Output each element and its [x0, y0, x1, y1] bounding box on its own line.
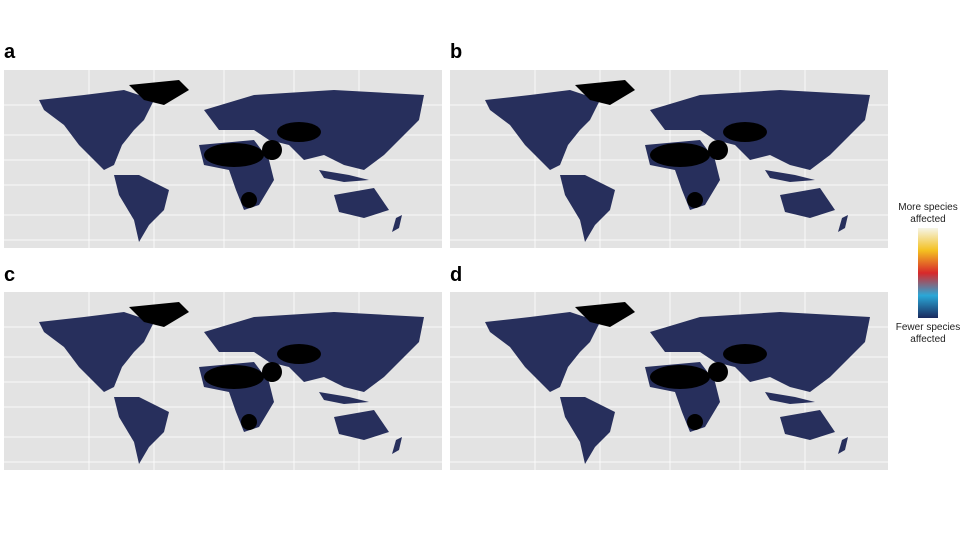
panel-label: b — [450, 41, 462, 63]
map-d — [450, 292, 888, 470]
panel-label: d — [450, 264, 462, 286]
legend-top: More species — [898, 202, 957, 213]
panel-label: c — [4, 264, 15, 286]
color-bar — [918, 228, 938, 318]
legend-top: affected — [910, 214, 945, 225]
legend-bottom: affected — [910, 334, 945, 345]
panel-label: a — [4, 41, 16, 63]
legend: More species affected Fewer species affe… — [896, 202, 960, 345]
map-b — [450, 70, 888, 248]
map-c — [4, 292, 442, 470]
legend-bottom: Fewer species — [896, 322, 960, 333]
map-a — [4, 70, 442, 248]
